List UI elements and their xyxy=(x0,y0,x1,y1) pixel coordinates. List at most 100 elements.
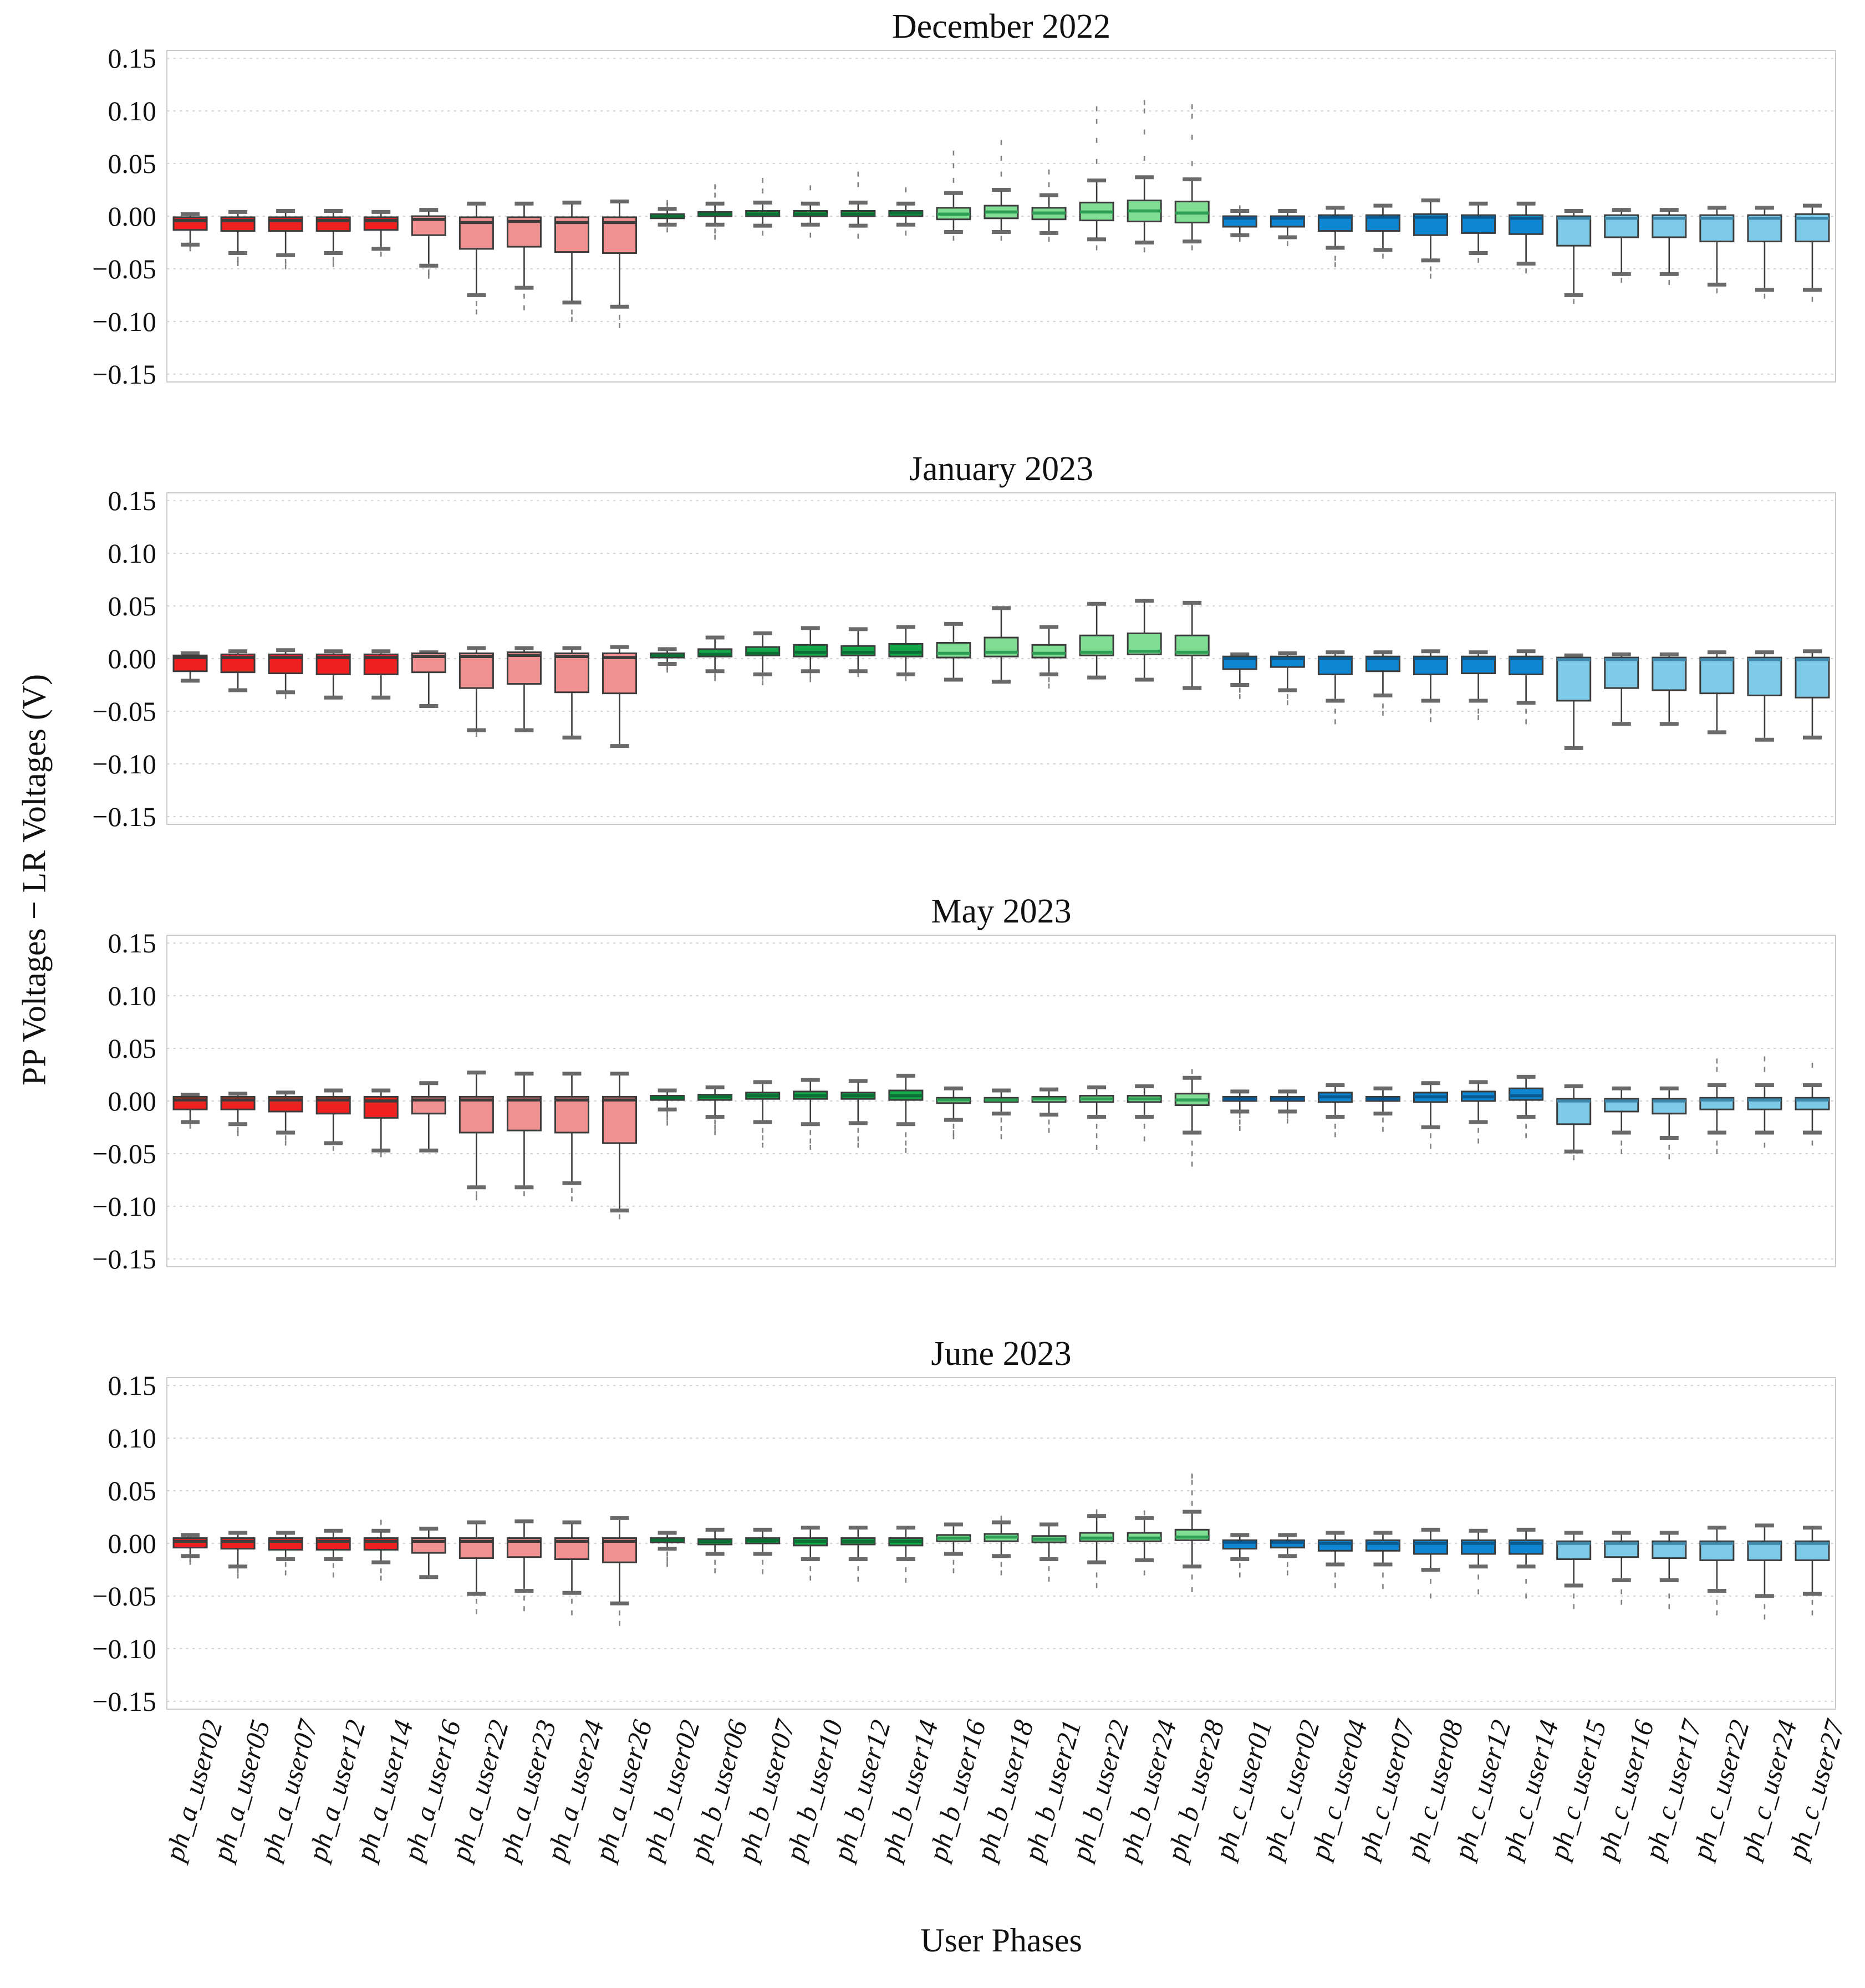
box-ph_a_user02 xyxy=(172,212,208,252)
box-ph_a_user22 xyxy=(458,1520,494,1614)
box-ph_b_user28 xyxy=(1174,600,1210,690)
y-axis-label: PP Voltages − LR Voltages (V) xyxy=(16,674,53,1086)
box-ph_a_user02 xyxy=(172,1533,208,1565)
box-ph_b_user06 xyxy=(697,184,733,240)
box-ph_b_user14 xyxy=(888,1526,924,1583)
box-ph_b_user22 xyxy=(1079,1509,1114,1588)
box-ph_c_user01 xyxy=(1222,205,1257,242)
box-plot-june-2023 xyxy=(166,1377,1836,1710)
y-tick-label: −0.05 xyxy=(92,253,156,284)
box-ph_c_user02 xyxy=(1270,651,1305,706)
box-ph_c_user04 xyxy=(1317,206,1353,267)
box-ph_c_user14 xyxy=(1509,1527,1544,1599)
box-ph_a_user26 xyxy=(602,645,638,748)
box-ph_b_user02 xyxy=(650,1531,685,1567)
box-ph_b_user06 xyxy=(697,635,733,681)
box-ph_b_user16 xyxy=(936,1086,971,1140)
box-ph_b_user22 xyxy=(1079,106,1114,251)
box-ph_a_user22 xyxy=(458,646,494,737)
box-ph_b_user02 xyxy=(650,200,685,233)
y-tick-label: −0.10 xyxy=(92,1633,156,1664)
box-ph_c_user04 xyxy=(1317,1531,1353,1588)
box-ph_b_user21 xyxy=(1031,625,1067,689)
box-ph_b_user02 xyxy=(650,1088,685,1126)
box-ph_c_user12 xyxy=(1461,1080,1496,1144)
box-ph_a_user14 xyxy=(363,1520,399,1581)
box-ph_a_user16 xyxy=(411,208,446,279)
box-ph_b_user14 xyxy=(888,1073,924,1153)
box-ph_b_user18 xyxy=(984,140,1019,241)
y-tick-label: 0.10 xyxy=(108,95,157,127)
box-ph_b_user16 xyxy=(936,621,971,682)
box-ph_b_user18 xyxy=(984,1515,1019,1576)
box-ph_c_user14 xyxy=(1509,1074,1544,1139)
box-ph_b_user24 xyxy=(1127,1084,1162,1141)
box-ph_b_user22 xyxy=(1079,602,1114,680)
box-ph_c_user08 xyxy=(1413,1081,1449,1149)
box-ph_c_user01 xyxy=(1222,1089,1257,1131)
box-ph_b_user21 xyxy=(1031,1522,1067,1582)
y-tick-label: 0.15 xyxy=(108,485,157,517)
box-ph_a_user07 xyxy=(268,648,303,699)
box-ph_a_user22 xyxy=(458,1071,494,1201)
box-ph_c_user07 xyxy=(1365,1531,1400,1589)
box-ph_b_user12 xyxy=(840,171,876,239)
y-tick-label: 0.05 xyxy=(108,1475,157,1507)
box-ph_b_user16 xyxy=(936,1522,971,1573)
y-tick-label: −0.10 xyxy=(92,1190,156,1222)
box-ph_c_user24 xyxy=(1747,650,1782,742)
plot-frame xyxy=(166,1377,1836,1710)
y-tick-label: −0.15 xyxy=(92,1685,156,1717)
box-ph_a_user02 xyxy=(172,1093,208,1129)
box-ph_c_user02 xyxy=(1270,1089,1305,1124)
box-ph_b_user18 xyxy=(984,606,1019,684)
box-ph_b_user07 xyxy=(745,1080,781,1148)
box-ph_c_user24 xyxy=(1747,1056,1782,1148)
box-ph_c_user15 xyxy=(1556,653,1592,750)
box-ph_a_user16 xyxy=(411,650,446,708)
box-ph_b_user21 xyxy=(1031,169,1067,242)
box-ph_a_user23 xyxy=(506,1072,542,1196)
box-plot-january-2023 xyxy=(166,492,1836,825)
box-ph_b_user06 xyxy=(697,1085,733,1135)
box-ph_a_user07 xyxy=(268,209,303,269)
box-ph_a_user14 xyxy=(363,210,399,257)
box-ph_c_user16 xyxy=(1604,1531,1639,1605)
box-ph_c_user07 xyxy=(1365,1086,1400,1132)
box-ph_c_user22 xyxy=(1699,206,1735,294)
y-tick-label: 0.10 xyxy=(108,538,157,569)
box-ph_c_user17 xyxy=(1652,208,1687,286)
box-ph_c_user12 xyxy=(1461,201,1496,263)
box-ph_b_user02 xyxy=(650,647,685,673)
box-ph_a_user24 xyxy=(554,1520,589,1615)
x-axis-label: User Phases xyxy=(920,1922,1082,1959)
box-ph_c_user27 xyxy=(1795,649,1830,740)
box-ph_a_user05 xyxy=(220,649,256,692)
box-ph_a_user14 xyxy=(363,1088,399,1158)
box-ph_b_user10 xyxy=(793,185,828,238)
subplot-title-june-2023: June 2023 xyxy=(931,1335,1072,1373)
box-ph_b_user12 xyxy=(840,1526,876,1582)
box-ph_b_user07 xyxy=(745,1527,781,1574)
box-ph_a_user23 xyxy=(506,1519,542,1612)
box-ph_b_user28 xyxy=(1174,104,1210,251)
y-tick-label: −0.15 xyxy=(92,358,156,390)
box-ph_c_user08 xyxy=(1413,198,1449,279)
box-ph_b_user28 xyxy=(1174,1069,1210,1167)
plot-frame xyxy=(166,50,1836,383)
box-ph_c_user15 xyxy=(1556,1531,1592,1609)
box-ph_c_user27 xyxy=(1795,1062,1830,1146)
box-ph_a_user23 xyxy=(506,646,542,732)
box-ph_a_user05 xyxy=(220,1092,256,1136)
box-ph_c_user04 xyxy=(1317,650,1353,725)
box-ph_b_user14 xyxy=(888,625,924,681)
box-ph_b_user24 xyxy=(1127,1510,1162,1576)
box-ph_b_user21 xyxy=(1031,1087,1067,1133)
box-ph_a_user26 xyxy=(602,1072,638,1220)
box-ph_c_user27 xyxy=(1795,1526,1830,1615)
y-tick-label: 0.05 xyxy=(108,590,157,622)
box-ph_a_user12 xyxy=(315,209,351,267)
box-ph_b_user07 xyxy=(745,631,781,686)
box-ph_a_user24 xyxy=(554,200,589,322)
